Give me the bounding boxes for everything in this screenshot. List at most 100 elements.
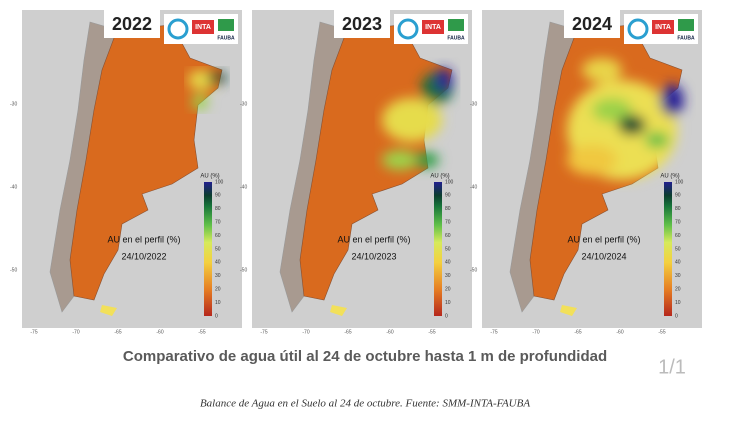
lat-tick: -40: [470, 184, 477, 190]
colorbar-tick: 10: [445, 300, 451, 306]
moisture-area: [382, 98, 442, 142]
falklands: [560, 305, 577, 316]
lon-tick: -70: [532, 329, 539, 335]
moisture-area: [208, 72, 226, 84]
moisture-area: [582, 58, 622, 82]
moisture-areas: [188, 70, 226, 110]
lon-tick: -55: [658, 329, 665, 335]
colorbar-tick: 100: [445, 179, 454, 185]
colorbar-tick: 50: [675, 246, 681, 252]
lat-tick: -30: [240, 101, 247, 107]
map-label: AU en el perfil (%): [337, 234, 410, 244]
year-box: [104, 10, 160, 38]
colorbar-tick: 80: [215, 206, 221, 212]
moisture-area: [645, 132, 669, 148]
fauba-logo-bg: [448, 19, 464, 31]
falklands: [330, 305, 347, 316]
colorbar-tick: 20: [215, 287, 221, 293]
lat-tick: -50: [10, 267, 17, 273]
legend-title: AU (%): [200, 174, 219, 180]
colorbar: [204, 182, 212, 316]
lon-tick: -60: [386, 329, 393, 335]
logo-circle: [167, 18, 189, 40]
colorbar-tick: 30: [445, 273, 451, 279]
lat-tick: -50: [240, 267, 247, 273]
colorbar-tick: 50: [215, 246, 221, 252]
colorbar-tick: 90: [215, 193, 221, 199]
lat-tick: -40: [240, 184, 247, 190]
colorbar-tick: 100: [675, 179, 684, 185]
colorbar-tick: 30: [675, 273, 681, 279]
colorbar-tick: 50: [445, 246, 451, 252]
lon-tick: -65: [114, 329, 121, 335]
lon-tick: -75: [260, 329, 267, 335]
map-label: AU en el perfil (%): [107, 234, 180, 244]
headline: Comparativo de agua útil al 24 de octubr…: [123, 348, 607, 365]
moisture-area: [618, 115, 646, 135]
colorbar-tick: 40: [215, 260, 221, 266]
colorbar-tick: 20: [445, 287, 451, 293]
inta-logo-bg: [422, 20, 444, 34]
colorbar-tick: 60: [215, 233, 221, 239]
map-date: 24/10/2023: [351, 251, 396, 261]
colorbar-tick: 40: [675, 260, 681, 266]
year-box: [564, 10, 620, 38]
moisture-area: [415, 152, 439, 168]
lon-tick: -65: [574, 329, 581, 335]
lat-tick: -30: [10, 101, 17, 107]
colorbar-tick: 90: [675, 193, 681, 199]
fauba-logo: FAUBA: [217, 35, 235, 41]
colorbar-tick: 70: [445, 220, 451, 226]
colorbar-tick: 0: [675, 313, 678, 319]
lon-tick: -75: [490, 329, 497, 335]
lon-tick: -55: [428, 329, 435, 335]
logo-circle: [397, 18, 419, 40]
year: 2024: [572, 14, 612, 34]
moisture-area: [188, 70, 216, 90]
fauba-logo: FAUBA: [677, 35, 695, 41]
map-date: 24/10/2024: [581, 251, 626, 261]
legend-title: AU (%): [430, 174, 449, 180]
moisture-area: [660, 84, 684, 116]
colorbar-tick: 70: [675, 220, 681, 226]
colorbar-tick: 40: [445, 260, 451, 266]
lon-tick: -65: [344, 329, 351, 335]
lon-tick: -70: [302, 329, 309, 335]
lon-tick: -60: [156, 329, 163, 335]
colorbar-tick: 100: [215, 179, 224, 185]
moisture-area: [567, 145, 617, 175]
colorbar-tick: 80: [445, 206, 451, 212]
lon-tick: -60: [616, 329, 623, 335]
year-box: [334, 10, 390, 38]
colorbar-tick: 0: [445, 313, 448, 319]
legend-title: AU (%): [660, 174, 679, 180]
moisture-areas: [567, 58, 684, 180]
colorbar-tick: 10: [675, 300, 681, 306]
colorbar: [664, 182, 672, 316]
year: 2022: [112, 14, 152, 34]
logo-circle: [627, 18, 649, 40]
colorbar-tick: 10: [215, 300, 221, 306]
colorbar-tick: 20: [675, 287, 681, 293]
colorbar-tick: 0: [215, 313, 218, 319]
moisture-area: [192, 94, 208, 110]
fauba-logo: FAUBA: [447, 35, 465, 41]
colorbar-tick: 70: [215, 220, 221, 226]
moisture-areas: [382, 68, 453, 170]
lon-tick: -70: [72, 329, 79, 335]
lon-tick: -55: [198, 329, 205, 335]
lon-tick: -75: [30, 329, 37, 335]
inta-logo: INTA: [655, 24, 671, 31]
colorbar: [434, 182, 442, 316]
lat-tick: -50: [470, 267, 477, 273]
fauba-logo-bg: [218, 19, 234, 31]
colorbar-tick: 60: [445, 233, 451, 239]
inta-logo-bg: [192, 20, 214, 34]
moisture-area: [435, 68, 453, 92]
map-label: AU en el perfil (%): [567, 234, 640, 244]
inta-logo: INTA: [195, 24, 211, 31]
falklands: [100, 305, 117, 316]
colorbar-tick: 30: [215, 273, 221, 279]
